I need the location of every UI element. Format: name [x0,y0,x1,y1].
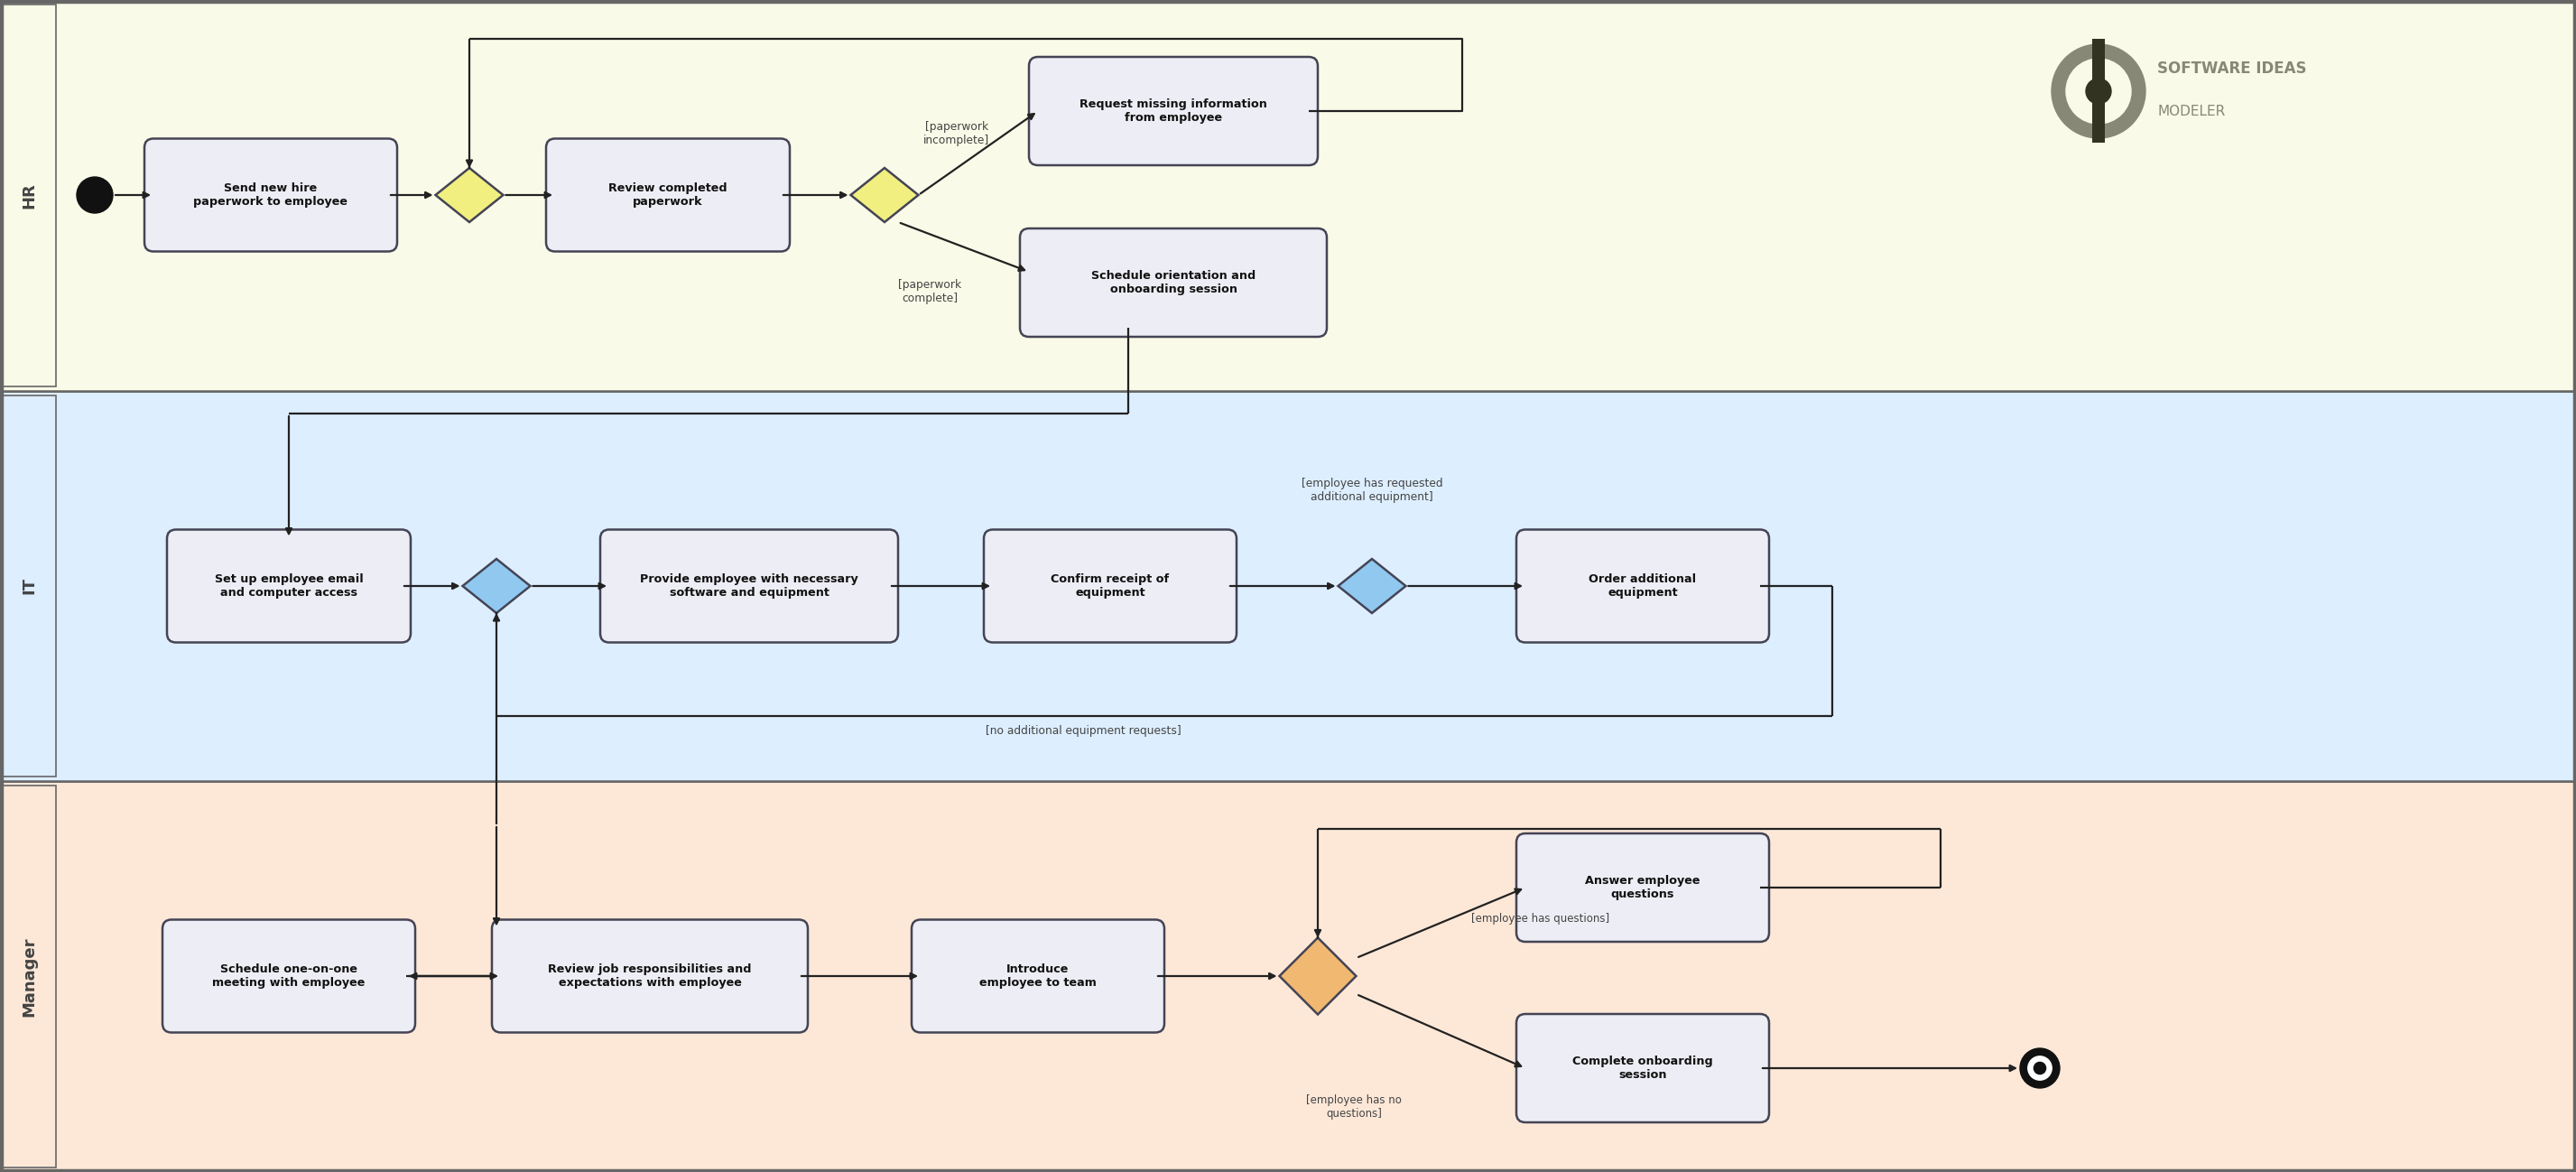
FancyBboxPatch shape [2092,39,2105,143]
Text: Review completed
paperwork: Review completed paperwork [608,183,726,207]
Circle shape [2020,1048,2061,1088]
Text: [employee has requested
additional equipment]: [employee has requested additional equip… [1301,478,1443,503]
Circle shape [2035,1062,2045,1074]
Text: [employee has no
questions]: [employee has no questions] [1306,1095,1401,1119]
FancyBboxPatch shape [162,920,415,1033]
FancyBboxPatch shape [3,785,57,1167]
Text: [paperwork
complete]: [paperwork complete] [899,279,961,305]
FancyBboxPatch shape [1517,530,1770,642]
FancyBboxPatch shape [1517,833,1770,942]
Text: IT: IT [21,578,39,594]
Circle shape [2066,59,2130,124]
Text: Schedule one-on-one
meeting with employee: Schedule one-on-one meeting with employe… [211,963,366,989]
Text: Order additional
equipment: Order additional equipment [1589,573,1698,599]
Text: Schedule orientation and
onboarding session: Schedule orientation and onboarding sess… [1092,270,1255,295]
Text: Answer employee
questions: Answer employee questions [1584,875,1700,900]
FancyBboxPatch shape [984,530,1236,642]
Text: Introduce
employee to team: Introduce employee to team [979,963,1097,989]
Polygon shape [1280,938,1355,1015]
Text: [paperwork
incomplete]: [paperwork incomplete] [925,121,989,146]
Polygon shape [464,559,531,613]
Text: SOFTWARE IDEAS: SOFTWARE IDEAS [2156,61,2306,76]
FancyBboxPatch shape [2053,29,2154,148]
FancyBboxPatch shape [1517,1014,1770,1123]
FancyBboxPatch shape [912,920,1164,1033]
FancyBboxPatch shape [546,138,791,252]
Text: Confirm receipt of
equipment: Confirm receipt of equipment [1051,573,1170,599]
Circle shape [77,177,113,213]
Text: MODELER: MODELER [2156,104,2226,118]
Text: Review job responsibilities and
expectations with employee: Review job responsibilities and expectat… [549,963,752,989]
Text: [no additional equipment requests]: [no additional equipment requests] [984,725,1180,737]
FancyBboxPatch shape [0,0,2576,391]
Text: Set up employee email
and computer access: Set up employee email and computer acces… [214,573,363,599]
FancyBboxPatch shape [1028,57,1319,165]
Polygon shape [1337,559,1406,613]
Text: Manager: Manager [21,936,39,1016]
FancyBboxPatch shape [1020,229,1327,336]
Polygon shape [435,168,502,223]
Polygon shape [850,168,920,223]
Text: [employee has questions]: [employee has questions] [1471,913,1610,925]
FancyBboxPatch shape [492,920,809,1033]
FancyBboxPatch shape [3,5,57,387]
Text: HR: HR [21,183,39,209]
Circle shape [2050,45,2146,138]
Text: Request missing information
from employee: Request missing information from employe… [1079,98,1267,124]
FancyBboxPatch shape [600,530,899,642]
Text: Provide employee with necessary
software and equipment: Provide employee with necessary software… [639,573,858,599]
Circle shape [2027,1056,2050,1081]
FancyBboxPatch shape [167,530,410,642]
FancyBboxPatch shape [144,138,397,252]
FancyBboxPatch shape [3,395,57,777]
Text: Send new hire
paperwork to employee: Send new hire paperwork to employee [193,183,348,207]
FancyBboxPatch shape [0,391,2576,781]
Text: Complete onboarding
session: Complete onboarding session [1571,1056,1713,1081]
FancyBboxPatch shape [0,781,2576,1172]
Circle shape [2087,79,2112,104]
